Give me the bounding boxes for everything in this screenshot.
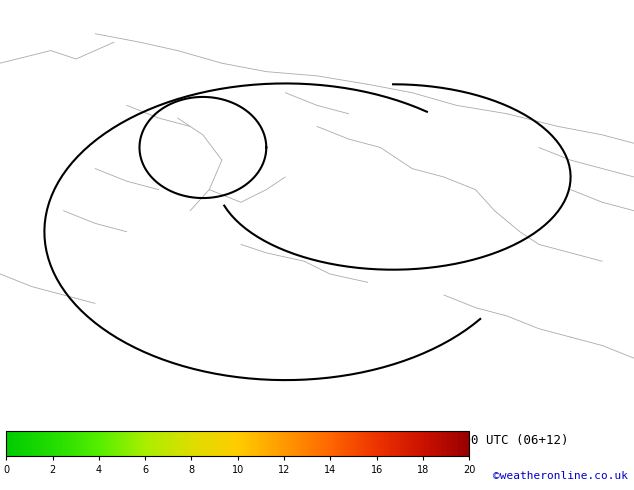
Text: ©weatheronline.co.uk: ©weatheronline.co.uk <box>493 471 628 481</box>
Text: Height 500 hPa Spread mean+σ [gpdm] ECMWF   We 08-05-2024 18:00 UTC (06+12): Height 500 hPa Spread mean+σ [gpdm] ECMW… <box>6 434 569 447</box>
